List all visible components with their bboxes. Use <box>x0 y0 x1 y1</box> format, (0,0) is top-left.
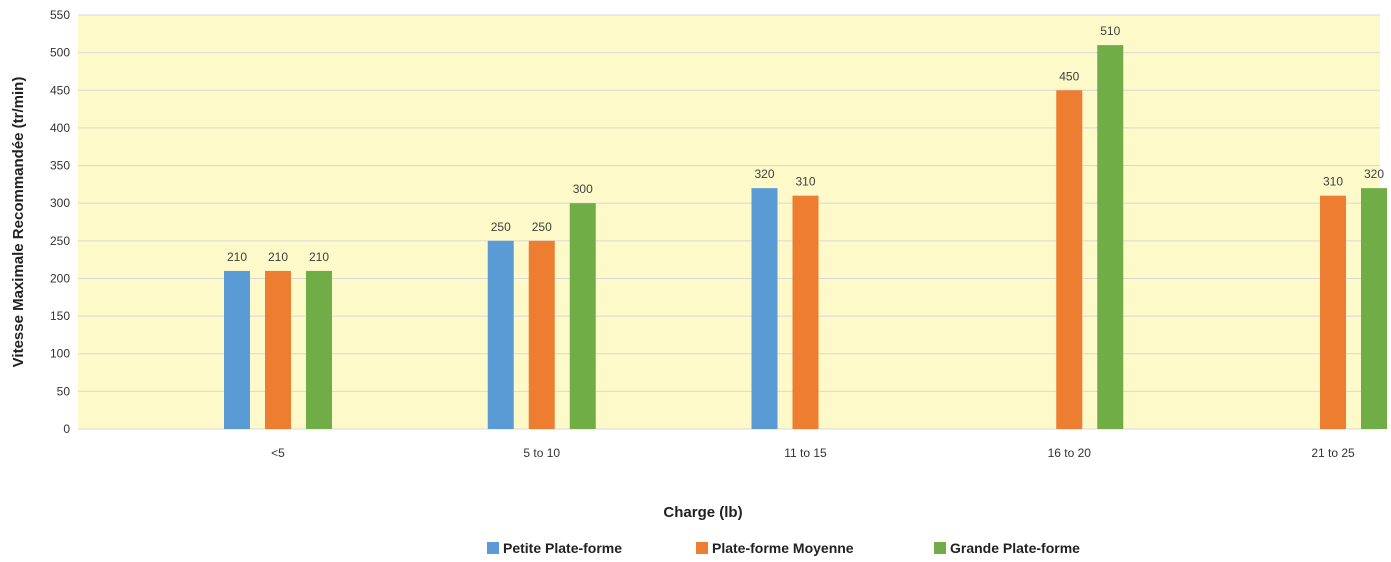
data-label: 320 <box>754 167 774 181</box>
data-label: 210 <box>268 250 288 264</box>
gridlines <box>78 14 1380 430</box>
y-tick-label: 0 <box>63 422 70 436</box>
y-tick-label: 150 <box>50 309 70 323</box>
bar <box>792 195 819 429</box>
data-label: 210 <box>227 250 247 264</box>
x-axis-title: Charge (lb) <box>663 504 742 521</box>
legend-swatch <box>934 542 946 554</box>
bars <box>224 45 1387 429</box>
bar <box>1097 45 1124 429</box>
y-tick-label: 350 <box>50 159 70 173</box>
legend-label: Grande Plate-forme <box>950 540 1080 556</box>
y-axis-title: Vitesse Maximale Recommandée (tr/min) <box>10 77 27 368</box>
bar <box>1056 90 1083 429</box>
data-label: 210 <box>309 250 329 264</box>
bar <box>1361 188 1387 429</box>
y-tick-label: 250 <box>50 234 70 248</box>
data-label: 510 <box>1100 24 1120 38</box>
x-tick-label: 5 to 10 <box>523 446 560 460</box>
data-label: 320 <box>1364 167 1384 181</box>
x-tick-label: 11 to 15 <box>784 446 827 460</box>
y-tick-label: 200 <box>50 271 70 285</box>
x-tick-label: 16 to 20 <box>1048 446 1092 460</box>
bar <box>265 270 291 429</box>
x-axis-ticks: <5 5 to 10 11 to 15 16 to 20 21 to 25 <box>271 446 1355 460</box>
y-tick-label: 50 <box>57 384 71 398</box>
legend-item: Grande Plate-forme <box>934 540 1080 556</box>
y-tick-label: 500 <box>50 46 70 60</box>
bar <box>569 203 596 429</box>
bar <box>1320 195 1346 429</box>
bar <box>487 240 514 429</box>
data-labels: 210 210 210 250 250 300 320 310 450 510 310 320 <box>227 24 1384 264</box>
legend: Petite Plate-forme Plate-forme Moyenne Gra… <box>487 540 1080 556</box>
y-tick-label: 550 <box>50 8 70 22</box>
legend-swatch <box>696 542 708 554</box>
x-tick-label: <5 <box>271 446 285 460</box>
bar <box>751 188 778 429</box>
data-label: 310 <box>1323 175 1343 189</box>
data-label: 300 <box>573 182 593 196</box>
legend-swatch <box>487 542 499 554</box>
bar <box>306 270 332 429</box>
legend-label: Petite Plate-forme <box>503 540 622 556</box>
y-axis-ticks: 0 50 100 150 200 250 300 350 400 450 500 550 <box>50 8 70 436</box>
bar <box>528 240 555 429</box>
plot-area <box>78 15 1380 429</box>
data-label: 250 <box>491 220 511 234</box>
legend-item: Petite Plate-forme <box>487 540 622 556</box>
y-tick-label: 450 <box>50 83 70 97</box>
y-tick-label: 300 <box>50 196 70 210</box>
legend-item: Plate-forme Moyenne <box>696 540 854 556</box>
y-tick-label: 400 <box>50 121 70 135</box>
data-label: 450 <box>1059 69 1079 83</box>
data-label: 250 <box>532 220 552 234</box>
x-tick-label: 21 to 25 <box>1311 446 1355 460</box>
bar <box>224 270 250 429</box>
data-label: 310 <box>795 175 815 189</box>
legend-label: Plate-forme Moyenne <box>712 540 854 556</box>
y-tick-label: 100 <box>50 347 70 361</box>
